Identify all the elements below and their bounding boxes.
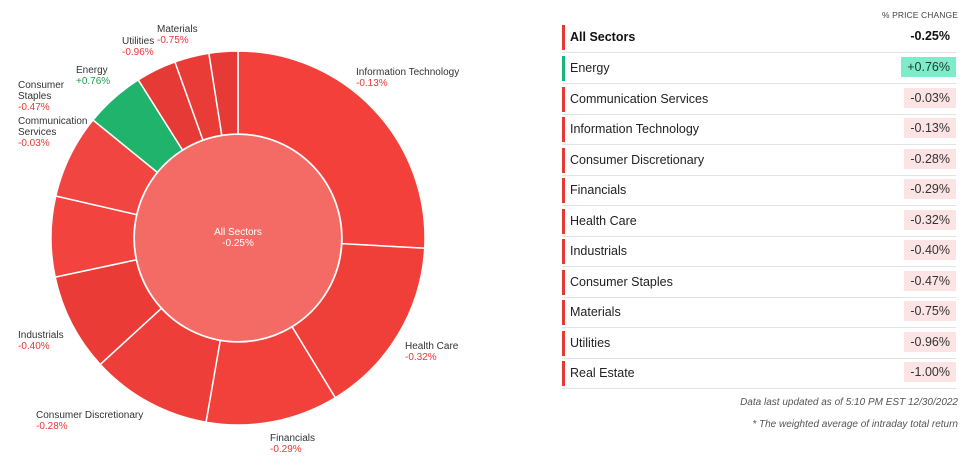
label-consumer-staples[interactable]: Consumer Staples -0.47% xyxy=(18,80,64,113)
label-name: Industrials xyxy=(18,330,64,341)
row-indicator xyxy=(562,361,565,386)
row-name: Health Care xyxy=(570,214,637,228)
table-row[interactable]: Utilities -0.96% xyxy=(562,328,956,359)
table-row[interactable]: Communication Services -0.03% xyxy=(562,84,956,115)
row-value: -0.03% xyxy=(904,88,956,108)
row-indicator xyxy=(562,117,565,142)
row-value: +0.76% xyxy=(901,57,956,77)
column-header-price-change: % PRICE CHANGE xyxy=(881,10,958,20)
table-row[interactable]: Consumer Staples -0.47% xyxy=(562,267,956,298)
table-row[interactable]: Industrials -0.40% xyxy=(562,236,956,267)
label-industrials[interactable]: Industrials -0.40% xyxy=(18,330,64,352)
row-name: Consumer Staples xyxy=(570,275,673,289)
label-value: -0.28% xyxy=(36,421,68,432)
table-row[interactable]: Materials -0.75% xyxy=(562,297,956,328)
row-indicator xyxy=(562,148,565,173)
row-value: -0.75% xyxy=(904,301,956,321)
row-value: -1.00% xyxy=(904,362,956,382)
label-name: Financials xyxy=(270,433,316,444)
data-updated-note: Data last updated as of 5:10 PM EST 12/3… xyxy=(740,397,958,408)
row-name: Energy xyxy=(570,61,610,75)
label-consumer-discretionary[interactable]: Consumer Discretionary -0.28% xyxy=(36,410,143,432)
label-value: -0.32% xyxy=(405,352,437,363)
label-value: -0.03% xyxy=(18,138,50,149)
label-financials[interactable]: Financials -0.29% xyxy=(270,433,315,455)
center-label-value: -0.25% xyxy=(222,238,254,249)
label-information-technology[interactable]: Information Technology -0.13% xyxy=(356,67,459,89)
row-indicator xyxy=(562,300,565,325)
center-circle-all-sectors[interactable] xyxy=(135,135,341,341)
row-name: Real Estate xyxy=(570,366,635,380)
label-value: -0.13% xyxy=(356,78,388,89)
row-indicator xyxy=(562,87,565,112)
row-indicator xyxy=(562,239,565,264)
row-indicator xyxy=(562,56,565,81)
label-name: Energy xyxy=(76,65,108,76)
sector-table: % PRICE CHANGE All Sectors -0.25% Energy… xyxy=(562,0,958,472)
center-label-name: All Sectors xyxy=(214,227,262,238)
row-name: Industrials xyxy=(570,244,627,258)
label-name: Communication Services xyxy=(18,116,88,138)
label-name: Consumer Staples xyxy=(18,80,65,102)
sector-donut-chart: All Sectors -0.25% Information Technolog… xyxy=(18,24,459,455)
label-health-care[interactable]: Health Care -0.32% xyxy=(405,341,458,363)
row-name: All Sectors xyxy=(570,30,636,44)
row-value: -0.32% xyxy=(904,210,956,230)
row-name: Consumer Discretionary xyxy=(570,153,705,167)
donut-svg xyxy=(50,50,426,426)
label-value: -0.40% xyxy=(18,341,50,352)
row-indicator xyxy=(562,209,565,234)
table-row[interactable]: Financials -0.29% xyxy=(562,175,956,206)
label-name: Information Technology xyxy=(356,67,460,78)
label-value: -0.47% xyxy=(18,102,50,113)
table-row-all-sectors[interactable]: All Sectors -0.25% xyxy=(562,22,956,53)
row-value: -0.47% xyxy=(904,271,956,291)
label-name: Consumer Discretionary xyxy=(36,410,144,421)
table-row[interactable]: Energy +0.76% xyxy=(562,53,956,84)
slice-information-technology[interactable] xyxy=(237,50,426,250)
row-value: -0.25% xyxy=(910,29,950,43)
label-utilities[interactable]: Utilities -0.96% xyxy=(122,36,154,58)
label-communication-services[interactable]: Communication Services -0.03% xyxy=(18,116,87,149)
row-name: Materials xyxy=(570,305,621,319)
table-row[interactable]: Consumer Discretionary -0.28% xyxy=(562,145,956,176)
row-indicator xyxy=(562,331,565,356)
row-value: -0.13% xyxy=(904,118,956,138)
row-name: Financials xyxy=(570,183,627,197)
label-value: -0.29% xyxy=(270,444,302,455)
row-value: -0.28% xyxy=(904,149,956,169)
label-energy[interactable]: Energy +0.76% xyxy=(76,65,110,87)
table-row[interactable]: Health Care -0.32% xyxy=(562,206,956,237)
label-value: -0.75% xyxy=(157,35,189,46)
label-materials[interactable]: Materials -0.75% xyxy=(157,24,198,46)
label-value: -0.96% xyxy=(122,47,154,58)
label-name: Health Care xyxy=(405,341,459,352)
center-label: All Sectors -0.25% xyxy=(198,227,278,249)
row-value: -0.96% xyxy=(904,332,956,352)
slice-materials[interactable] xyxy=(208,50,239,137)
row-name: Information Technology xyxy=(570,122,700,136)
row-indicator xyxy=(562,178,565,203)
row-name: Utilities xyxy=(570,336,611,350)
row-value: -0.40% xyxy=(904,240,956,260)
label-value: +0.76% xyxy=(76,76,111,87)
row-indicator xyxy=(562,25,565,50)
weighted-average-note: * The weighted average of intraday total… xyxy=(752,419,958,430)
row-name: Communication Services xyxy=(570,92,709,106)
row-value: -0.29% xyxy=(904,179,956,199)
label-name: Materials xyxy=(157,24,198,35)
table-row[interactable]: Real Estate -1.00% xyxy=(562,358,956,389)
table-row[interactable]: Information Technology -0.13% xyxy=(562,114,956,145)
label-name: Utilities xyxy=(122,36,155,47)
row-indicator xyxy=(562,270,565,295)
